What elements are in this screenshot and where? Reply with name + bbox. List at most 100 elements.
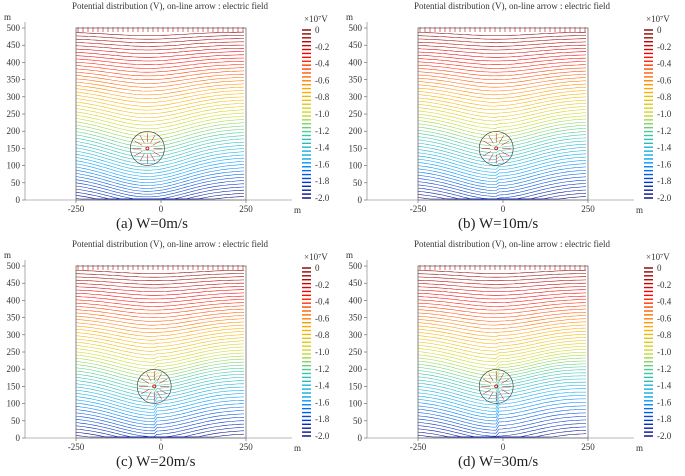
colorbar-tick-label: -0.8 [315,330,330,340]
equipotential-line [417,409,586,428]
equipotential-line [75,343,245,359]
panel-c: 0 50 100 150 200 250 300 350 400 450 500 -250 0 250 0 -… [0,238,340,476]
colorbar [302,267,311,437]
x-tick-label: -250 [410,442,427,452]
equipotential-line [417,366,587,386]
x-tick-label: -250 [68,204,85,214]
equipotential-line [75,48,244,54]
colorbar-tick-label: -1.4 [657,381,672,391]
equipotential-line [75,90,245,103]
y-tick-label: 400 [349,57,363,67]
equipotential-line [75,106,245,122]
equipotential-line [417,286,587,292]
equipotential-line [417,99,587,114]
equipotential-line [75,128,245,148]
colorbar-tick-label: -1.2 [315,364,329,374]
equipotential-line [417,102,587,118]
equipotential-line [75,396,245,416]
charge-region-circle [136,369,172,404]
equipotential-line [417,192,587,200]
equipotential-line [75,374,245,394]
field-arrow [146,373,152,382]
contour-plot-d: 0 50 100 150 200 250 300 350 400 450 500 -250 0 250 0 -… [349,260,672,452]
equipotential-line [417,64,587,73]
equipotential-line [417,140,587,160]
equipotential-line [75,83,245,96]
colorbar-tick-label: -1.2 [657,126,671,136]
y-tick-label: 150 [349,143,363,153]
equipotential-line [417,312,587,322]
y-tick-label: 0 [16,433,21,443]
equipotential-line [75,380,245,400]
y-tick-label: 250 [7,109,21,119]
panel-caption: (a) W=0m/s [116,216,188,232]
colorbar-tick-label: -0.4 [657,59,672,69]
y-tick-label: 450 [7,40,21,50]
equipotential-line [75,57,245,65]
panel-caption: (b) W=10m/s [458,216,539,232]
equipotential-line [417,51,586,58]
y-unit-label: m [346,12,354,22]
equipotential-line [417,405,586,425]
colorbar-tick-label: -0.2 [315,280,329,290]
field-arrow [501,140,510,146]
field-arrow [141,378,150,384]
field-arrow [156,391,162,400]
x-tick-label: 0 [501,204,506,214]
equipotential-line [417,150,587,170]
equipotential-line [417,273,586,278]
y-tick-label: 300 [349,330,363,340]
panel-d: 0 50 100 150 200 250 300 350 400 450 500 -250 0 250 0 -… [342,238,682,476]
x-tick-label: 250 [239,442,253,452]
equipotential-line [75,170,245,189]
y-tick-label: 300 [7,92,21,102]
equipotential-line [417,112,587,129]
contour-lines [417,269,587,438]
colorbar-tick-label: -1.4 [657,143,672,153]
equipotential-line [75,177,245,195]
equipotential-line [75,328,245,341]
equipotential-line [417,176,587,194]
colorbar-tick-label: -2.0 [657,431,672,441]
colorbar-tick-label: -0.2 [315,42,329,52]
colorbar-tick-label: -2.0 [315,431,330,441]
equipotential-line [417,343,587,359]
y-tick-label: 300 [7,330,21,340]
y-tick-label: 400 [7,295,21,305]
equipotential-line [75,183,245,200]
equipotential-line [75,279,245,285]
equipotential-line [75,54,244,62]
y-tick-label: 350 [349,313,363,323]
panel-caption: (d) W=30m/s [458,454,539,470]
plot-frame [75,27,247,201]
charge-center-marker [152,384,157,389]
equipotential-line [417,363,586,383]
y-tick-label: 500 [7,261,21,271]
equipotential-line [417,134,587,154]
y-tick-label: 400 [349,295,363,305]
equipotential-line [75,135,245,154]
equipotential-line [75,346,245,363]
y-tick-label: 200 [349,364,363,374]
contour-lines [75,269,245,438]
field-arrow [150,153,156,162]
colorbar-tick-label: 0 [315,263,320,273]
equipotential-line [417,35,586,40]
equipotential-line [75,119,245,137]
equipotential-line [75,423,245,438]
x-unit-label: m [294,205,302,215]
colorbar-tick-label: -1.6 [657,159,672,169]
colorbar-unit-label: ×10⁷V [646,14,670,24]
colorbar [644,267,653,437]
equipotential-line [417,423,587,438]
equipotential-line [75,86,245,99]
equipotential-line [417,372,586,393]
equipotential-line [75,282,244,289]
y-tick-label: 500 [7,23,21,33]
equipotential-line [417,340,587,355]
colorbar-tick-label: -0.8 [657,92,672,102]
colorbar-tick-label: -1.2 [657,364,671,374]
equipotential-line [75,295,245,303]
charge-center-marker [145,146,150,151]
colorbar-tick-label: -0.4 [657,297,672,307]
